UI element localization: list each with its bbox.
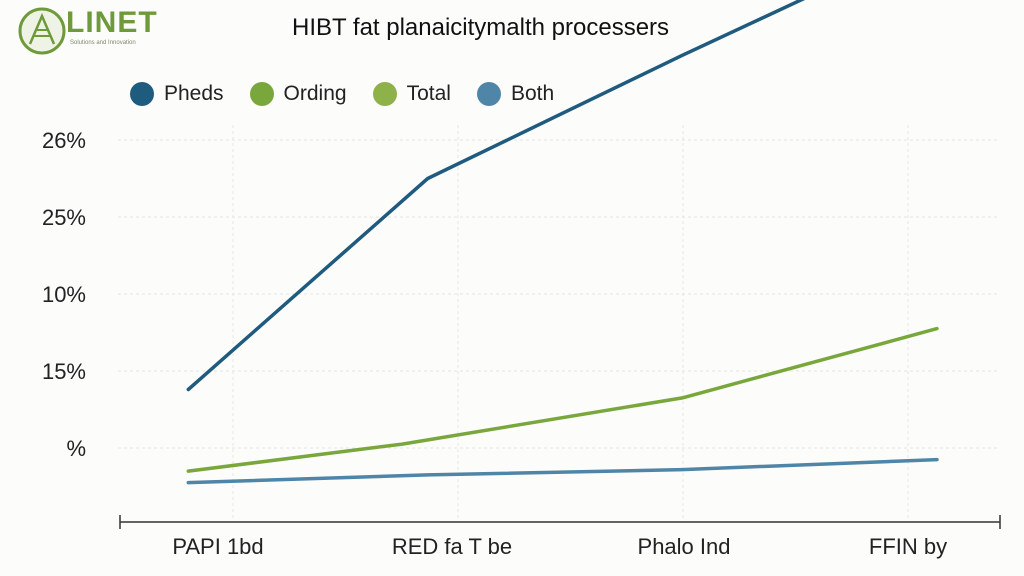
y-tick-label: % (66, 436, 86, 461)
legend-item: Pheds (130, 82, 224, 106)
legend-label: Ording (283, 82, 347, 105)
legend-swatch (372, 82, 397, 106)
legend-item: Ording (249, 82, 347, 106)
legend-swatch (476, 82, 501, 106)
x-tick-label: FFIN by (869, 534, 947, 559)
brand-logo (18, 6, 178, 56)
legend-label: Total (406, 82, 451, 105)
legend-swatch (249, 82, 274, 106)
x-tick-label: Phalo Ind (638, 534, 731, 559)
series-line-ording (186, 326, 939, 473)
legend-label: Pheds (164, 82, 224, 105)
legend-swatch (130, 82, 154, 106)
logo-emblem-icon (18, 7, 66, 55)
legend-item: Total (372, 82, 451, 106)
series-line-pheds (186, 0, 806, 392)
x-tick-label: PAPI 1bd (172, 534, 263, 559)
y-tick-label: 10% (42, 282, 86, 307)
legend-item: Both (476, 82, 555, 106)
y-tick-label: 25% (42, 205, 86, 230)
y-tick-label: 15% (42, 359, 86, 384)
chart-title: HIBT fat planaicitymalth processers (292, 14, 670, 41)
series-line-both (186, 457, 939, 485)
logo-tagline: Solutions and Innovation (70, 40, 136, 46)
logo-text: LINET (66, 6, 158, 39)
x-tick-label: RED fa T be (392, 534, 512, 559)
y-tick-label: 26% (42, 128, 86, 153)
legend-label: Both (510, 82, 555, 105)
chart-legend: Pheds Ording Total Both (130, 82, 580, 106)
